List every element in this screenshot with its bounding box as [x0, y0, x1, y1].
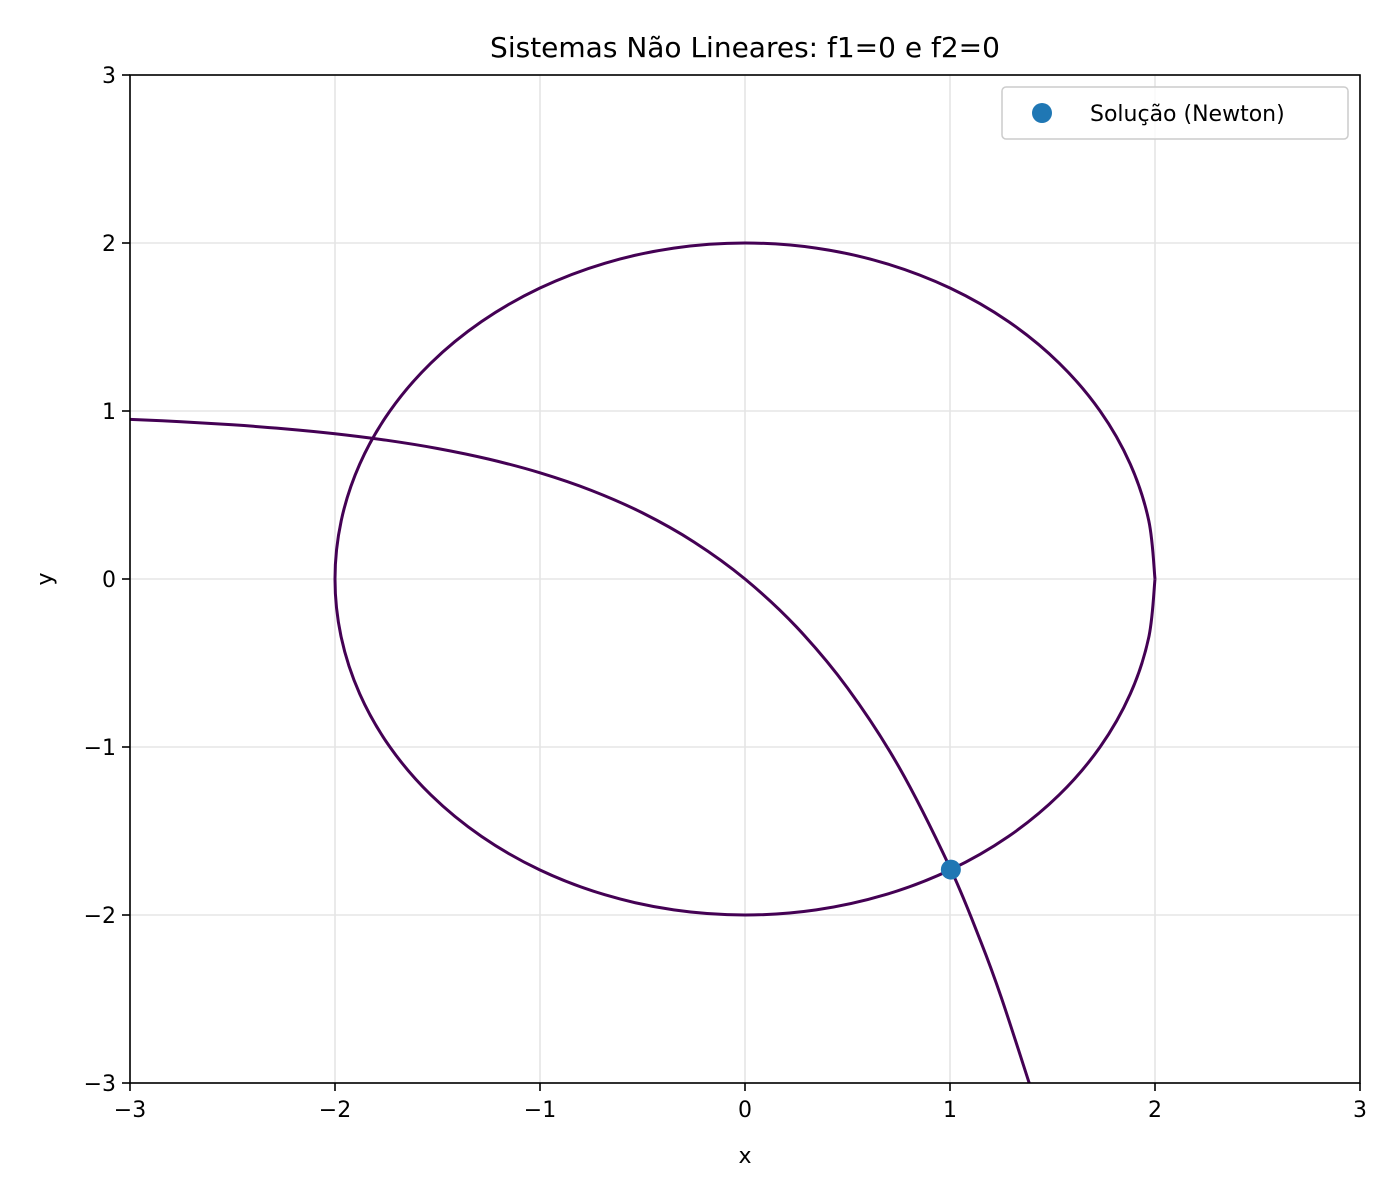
legend-label: Solução (Newton) [1090, 102, 1285, 127]
x-tick-label: 1 [943, 1098, 957, 1123]
legend: Solução (Newton) [1001, 86, 1349, 140]
x-tick-label: −1 [524, 1098, 556, 1123]
y-tick-label: −3 [84, 1072, 116, 1097]
x-tick-label: −3 [114, 1098, 146, 1123]
y-tick-label: 3 [102, 64, 116, 89]
chart-title: Sistemas Não Lineares: f1=0 e f2=0 [490, 31, 1000, 64]
x-tick-label: −2 [319, 1098, 351, 1123]
y-axis-label: y [33, 572, 58, 585]
y-tick-label: 2 [102, 232, 116, 257]
y-tick-label: 0 [102, 568, 116, 593]
x-axis-label: x [738, 1144, 751, 1169]
x-tick-label: 0 [738, 1098, 752, 1123]
x-tick-label: 3 [1353, 1098, 1367, 1123]
y-tick-label: 1 [102, 400, 116, 425]
y-tick-label: −2 [84, 904, 116, 929]
legend-marker [1032, 103, 1052, 123]
legend-box [1001, 86, 1349, 140]
y-axis-ticks: −3 −2 −1 0 1 2 3 [84, 64, 130, 1097]
solution-point [940, 859, 961, 880]
y-tick-label: −1 [84, 736, 116, 761]
solution-points [940, 859, 961, 880]
x-axis-ticks: −3 −2 −1 0 1 2 3 [114, 1083, 1367, 1123]
x-tick-label: 2 [1148, 1098, 1162, 1123]
